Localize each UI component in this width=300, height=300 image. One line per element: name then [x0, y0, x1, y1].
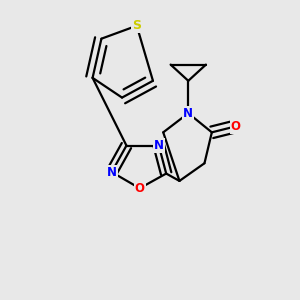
Text: O: O — [135, 182, 145, 195]
Text: S: S — [132, 19, 141, 32]
Text: O: O — [230, 120, 240, 133]
Text: N: N — [154, 139, 164, 152]
Text: N: N — [107, 166, 117, 178]
Text: N: N — [183, 107, 193, 120]
